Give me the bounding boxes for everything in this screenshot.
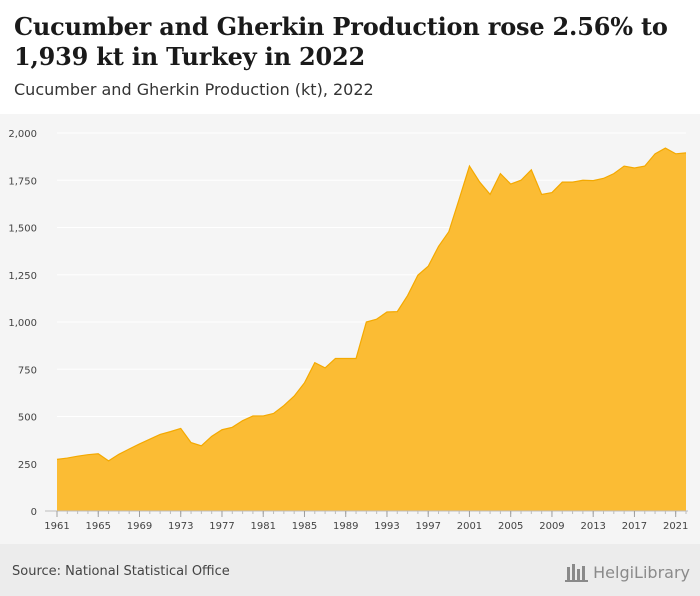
x-tick-label: 1973 — [168, 521, 193, 532]
x-tick-label: 1997 — [415, 521, 440, 532]
brand-logo[interactable]: HelgiLibrary — [565, 560, 690, 584]
x-tick-label: 2005 — [498, 521, 523, 532]
chart-subtitle: Cucumber and Gherkin Production (kt), 20… — [14, 80, 374, 99]
library-building-icon — [565, 564, 589, 582]
production-area — [57, 148, 686, 511]
production-line — [56, 147, 687, 462]
chart-title: Cucumber and Gherkin Production rose 2.5… — [14, 12, 668, 71]
x-tick-label: 1965 — [86, 521, 111, 532]
chart-footer: Source: National Statistical Office Helg… — [0, 544, 700, 596]
x-axis: 1961 1965 1969 1973 1977 1981 1985 1989 1993 1997… — [44, 510, 688, 532]
x-tick-label: 2017 — [622, 521, 647, 532]
y-tick-label: 0 — [31, 507, 37, 518]
y-tick-label: 1,500 — [8, 224, 37, 235]
y-tick-label: 500 — [18, 413, 37, 424]
area-layer — [56, 147, 687, 511]
x-tick-label: 1985 — [292, 521, 317, 532]
chart-area: 0 250 500 750 1,000 1,250 1,500 1,750 2,000 1961… — [0, 114, 700, 544]
x-tick-label: 1977 — [209, 521, 234, 532]
x-tick-label: 1981 — [251, 521, 276, 532]
chart-header: Cucumber and Gherkin Production rose 2.5… — [0, 0, 700, 114]
brand-name: HelgiLibrary — [593, 562, 690, 582]
x-tick-label: 2021 — [663, 521, 688, 532]
x-tick-label: 1993 — [374, 521, 399, 532]
y-tick-label: 2,000 — [8, 129, 37, 140]
y-axis: 0 250 500 750 1,000 1,250 1,500 1,750 2,000 — [8, 129, 37, 518]
source-note: Source: National Statistical Office — [12, 564, 230, 579]
y-tick-label: 1,250 — [8, 271, 37, 282]
y-tick-label: 250 — [18, 460, 37, 471]
area-chart: 0 250 500 750 1,000 1,250 1,500 1,750 2,000 1961… — [8, 129, 688, 532]
x-tick-label: 2013 — [580, 521, 605, 532]
y-tick-label: 1,000 — [8, 318, 37, 329]
x-tick-label: 2001 — [457, 521, 482, 532]
x-tick-label: 2009 — [539, 521, 564, 532]
x-tick-label: 1989 — [333, 521, 358, 532]
x-tick-label: 1961 — [44, 521, 69, 532]
y-tick-label: 1,750 — [8, 176, 37, 187]
y-tick-label: 750 — [18, 365, 37, 376]
x-tick-label: 1969 — [127, 521, 152, 532]
